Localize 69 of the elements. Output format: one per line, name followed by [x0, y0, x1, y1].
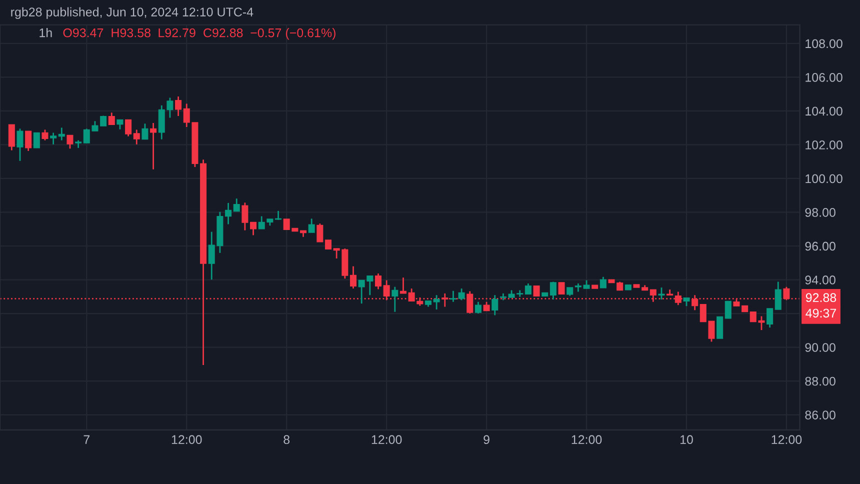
annotation: C92.88	[204, 28, 243, 38]
candlestick	[108, 112, 115, 126]
chart-title: rgb28 published, Jun 10, 2024 12:10 UTC-4	[11, 7, 254, 19]
x-tick-label: 7	[84, 435, 90, 444]
x-tick-label: 9	[484, 435, 490, 444]
y-tick-label: 98.00	[805, 208, 836, 217]
candlestick	[400, 276, 406, 294]
candlestick	[433, 294, 440, 310]
annotation: −0.57 (−0.61%)	[250, 28, 336, 40]
y-tick-label: 90.00	[805, 343, 836, 352]
candlestick	[308, 218, 315, 234]
candlestick	[225, 202, 232, 225]
candlestick	[450, 290, 456, 303]
candlestick	[392, 286, 398, 313]
y-tick-label: 96.00	[805, 242, 836, 251]
y-tick-label: 88.00	[805, 376, 836, 386]
y-tick-label: 108.00	[806, 39, 842, 48]
annotation: O93.47	[63, 28, 104, 38]
x-tick-label: 12:00	[572, 435, 602, 444]
candlestick	[766, 308, 774, 328]
candlestick	[33, 132, 40, 148]
candlestick	[150, 122, 157, 170]
candlestick	[233, 198, 240, 212]
candlestick	[558, 282, 565, 294]
candlestick	[374, 272, 382, 290]
y-tick-label: 100.00	[806, 174, 842, 184]
candlestick	[316, 222, 324, 243]
candlestick	[524, 282, 532, 295]
y-tick-label: 106.00	[806, 73, 842, 82]
candlestick	[16, 128, 24, 162]
chart-subtitle: 1h	[40, 28, 52, 38]
candlestick	[492, 294, 498, 316]
x-tick-label: 12:00	[372, 435, 402, 444]
candlestick	[242, 202, 248, 231]
y-tick-label: 86.00	[805, 410, 836, 420]
candlestick	[600, 276, 606, 289]
candlestick	[324, 239, 332, 250]
candlestick	[8, 124, 15, 151]
candlestick	[724, 300, 732, 319]
candlestick	[658, 286, 665, 300]
candlestick	[133, 129, 140, 146]
candlestick	[350, 266, 357, 290]
candlestick	[716, 316, 724, 339]
x-tick-label: 8	[284, 435, 290, 444]
candlestick	[250, 222, 257, 236]
annotation: H93.58	[112, 28, 150, 38]
candlestick	[142, 122, 148, 140]
candlestick	[25, 130, 32, 152]
y-tick-label: 94.00	[805, 276, 836, 284]
candlestick	[66, 134, 74, 150]
y-tick-label: 102.00	[806, 140, 842, 150]
candlestick	[116, 119, 124, 130]
candlestick	[474, 301, 482, 314]
text: 49:37	[806, 308, 836, 318]
annotation: L92.79	[158, 28, 196, 38]
x-tick-label: 10	[680, 435, 693, 444]
candlestick	[58, 126, 65, 142]
candlestick	[50, 132, 57, 146]
candlestick	[458, 288, 465, 301]
y-tick-label: 104.00	[806, 106, 842, 116]
candlestick	[125, 119, 132, 137]
candlestick	[100, 114, 107, 127]
ref-line-label: 92.88	[806, 293, 836, 302]
candlestick	[42, 129, 48, 142]
candlestick	[550, 281, 556, 300]
candlestick	[774, 281, 782, 310]
x-tick-label: 12:00	[772, 435, 802, 444]
candlestick	[175, 96, 182, 117]
x-tick-label: 12:00	[172, 435, 202, 444]
